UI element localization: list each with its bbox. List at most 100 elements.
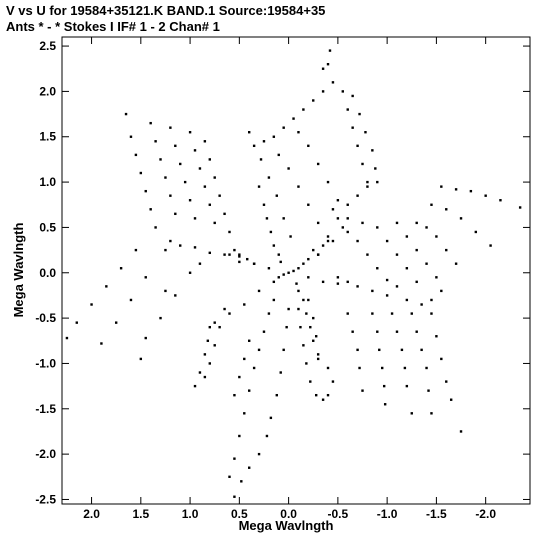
data-point — [316, 221, 320, 225]
data-point — [169, 126, 172, 129]
y-tick-label: -1.0 — [35, 356, 56, 370]
data-point — [390, 312, 394, 315]
data-point — [252, 144, 256, 148]
data-point — [213, 344, 216, 347]
data-point — [233, 393, 236, 397]
data-point — [405, 267, 409, 270]
data-point — [248, 389, 251, 392]
data-point — [208, 158, 211, 161]
data-point — [164, 289, 167, 293]
y-tick-label: 1.5 — [39, 130, 56, 144]
data-point — [269, 230, 273, 234]
data-point — [277, 276, 280, 279]
data-point — [272, 135, 276, 138]
data-point — [282, 217, 285, 220]
data-point — [277, 153, 280, 157]
data-point — [331, 380, 335, 383]
data-point — [272, 244, 276, 247]
data-point — [321, 398, 325, 401]
data-point — [314, 393, 318, 397]
data-point — [193, 149, 197, 152]
data-point — [435, 335, 438, 338]
data-point — [382, 384, 386, 388]
data-point — [275, 194, 278, 197]
data-point — [243, 357, 246, 361]
data-point — [248, 466, 251, 469]
data-point — [371, 289, 374, 293]
data-point — [174, 144, 177, 148]
data-points — [65, 49, 522, 498]
data-point — [356, 239, 359, 243]
data-point — [265, 434, 269, 438]
data-point — [415, 330, 418, 333]
data-point — [297, 185, 300, 188]
data-point — [248, 131, 251, 134]
data-point — [364, 131, 367, 134]
y-tick-label: -2.0 — [35, 447, 56, 461]
data-point — [223, 212, 226, 216]
data-point — [435, 276, 438, 279]
data-point — [376, 180, 379, 184]
data-point — [243, 412, 246, 415]
data-point — [267, 312, 271, 315]
data-point — [309, 325, 312, 329]
data-point — [228, 230, 231, 234]
data-point — [321, 90, 325, 93]
data-point — [307, 203, 310, 206]
data-point — [129, 298, 133, 302]
data-point — [427, 389, 430, 392]
data-point — [435, 235, 438, 238]
data-point — [341, 226, 344, 229]
axis-ticks — [62, 37, 530, 504]
data-point — [105, 285, 108, 288]
title-line-1: V vs U for 19584+35121.K BAND.1 Source:1… — [6, 3, 325, 18]
data-point — [445, 380, 448, 383]
data-point — [316, 353, 320, 356]
data-point — [395, 330, 399, 333]
data-point — [440, 357, 443, 361]
data-point — [326, 239, 330, 243]
data-point — [351, 330, 354, 333]
data-point — [238, 434, 241, 438]
x-tick-label: -2.0 — [475, 507, 496, 521]
data-point — [262, 203, 266, 206]
data-point — [299, 325, 302, 329]
data-point — [326, 180, 330, 184]
data-point — [267, 176, 271, 179]
y-tick-label: -0.5 — [35, 311, 56, 325]
data-point — [336, 217, 340, 220]
data-point — [366, 185, 369, 188]
data-point — [297, 289, 300, 293]
data-point — [307, 276, 310, 279]
plot-frame — [61, 36, 531, 505]
data-point — [228, 475, 231, 478]
data-point — [257, 289, 261, 293]
data-point — [183, 180, 187, 184]
data-point — [518, 206, 522, 209]
data-point — [213, 176, 216, 179]
data-point — [346, 217, 349, 220]
data-point — [228, 312, 231, 315]
data-point — [331, 239, 335, 243]
data-point — [302, 344, 305, 347]
data-point — [376, 267, 379, 270]
data-point — [297, 307, 300, 311]
y-tick-label: 2.0 — [39, 84, 56, 98]
data-point — [430, 203, 433, 206]
data-point — [425, 226, 428, 229]
data-point — [469, 189, 473, 193]
data-point — [240, 480, 243, 483]
data-point — [425, 366, 428, 370]
y-tick-label: -2.5 — [35, 492, 56, 506]
data-point — [193, 217, 197, 220]
data-point — [154, 226, 157, 229]
data-point — [454, 188, 458, 191]
data-point — [279, 260, 282, 264]
y-axis-label: Mega Wavlngth — [11, 223, 26, 318]
data-point — [376, 226, 379, 229]
data-point — [248, 339, 251, 342]
data-point — [282, 273, 285, 276]
data-point — [361, 162, 364, 166]
data-point — [238, 375, 241, 379]
data-point — [331, 208, 335, 211]
